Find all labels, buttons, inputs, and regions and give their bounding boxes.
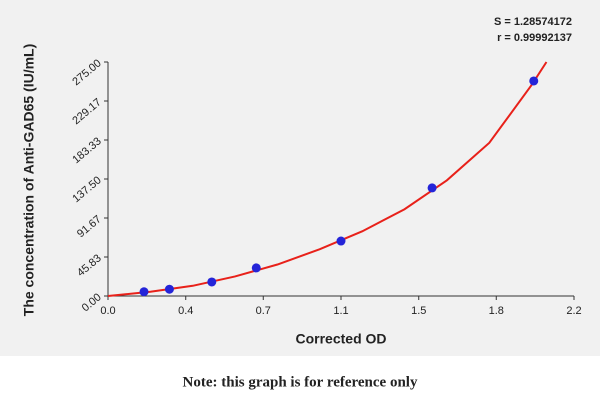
- annotation: S = 1.28574172: [494, 16, 572, 28]
- x-tick-label: 0.4: [178, 305, 193, 317]
- data-point: [251, 263, 261, 273]
- data-point: [336, 236, 346, 246]
- y-axis-title: The concentration of Anti-GAD65 (IU/mL): [21, 44, 37, 316]
- x-tick-label: 0.0: [100, 305, 115, 317]
- x-tick-label: 1.8: [489, 305, 504, 317]
- data-point: [207, 277, 217, 287]
- x-tick-label: 2.2: [566, 305, 581, 317]
- note: Note: this graph is for reference only: [183, 374, 418, 390]
- data-point: [529, 76, 539, 86]
- x-tick-label: 1.1: [333, 305, 348, 317]
- data-point: [139, 287, 149, 297]
- data-point: [427, 183, 437, 193]
- x-tick-label: 0.7: [256, 305, 271, 317]
- x-axis-title: Corrected OD: [295, 331, 386, 347]
- data-point: [164, 284, 174, 294]
- annotation: r = 0.99992137: [497, 32, 572, 44]
- x-tick-label: 1.5: [411, 305, 426, 317]
- chart-panel: [0, 0, 600, 356]
